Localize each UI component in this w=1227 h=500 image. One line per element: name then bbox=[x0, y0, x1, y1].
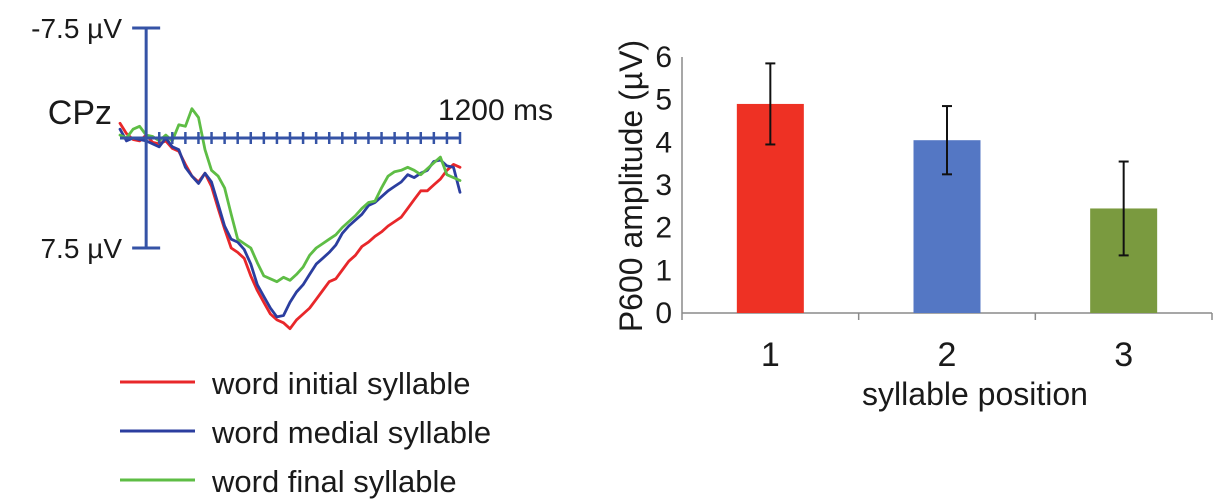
y-tick-label-6: 6 bbox=[655, 41, 672, 74]
y-tick-label-5: 5 bbox=[655, 84, 672, 117]
erp-legend: word initial syllable word medial syllab… bbox=[120, 366, 491, 499]
erp-x-end-label: 1200 ms bbox=[438, 94, 553, 127]
legend-label-final: word final syllable bbox=[211, 464, 457, 499]
bar-chart-panel: 0 1 2 3 4 5 6 1 2 3 syllable position P6… bbox=[613, 40, 1213, 412]
y-tick-label-4: 4 bbox=[655, 126, 672, 159]
bar-y-ticks: 0 1 2 3 4 5 6 bbox=[655, 41, 672, 330]
x-tick-label-3: 3 bbox=[1114, 336, 1133, 374]
erp-x-ticks bbox=[144, 132, 462, 144]
x-tick-label-1: 1 bbox=[761, 336, 780, 374]
erp-channel-label: CPz bbox=[48, 94, 112, 132]
erp-axes bbox=[120, 26, 462, 250]
erp-line-medial bbox=[118, 127, 462, 319]
erp-line-initial bbox=[118, 121, 462, 331]
y-tick-label-1: 1 bbox=[655, 254, 672, 287]
y-tick-label-0: 0 bbox=[655, 297, 672, 330]
bar-y-axis-title: P600 amplitude (µV) bbox=[613, 40, 649, 332]
erp-waveform-panel: -7.5 µV 7.5 µV CPz 1200 ms bbox=[31, 13, 553, 331]
legend-label-medial: word medial syllable bbox=[211, 415, 491, 450]
bar-x-ticks bbox=[681, 313, 1213, 320]
y-tick-label-3: 3 bbox=[655, 169, 672, 202]
erp-line-final bbox=[118, 107, 462, 284]
y-tick-label-2: 2 bbox=[655, 212, 672, 245]
legend-label-initial: word initial syllable bbox=[211, 366, 470, 401]
bars bbox=[736, 62, 1158, 313]
x-tick-label-2: 2 bbox=[938, 336, 957, 374]
erp-curves bbox=[118, 107, 462, 331]
erp-y-bottom-label: 7.5 µV bbox=[40, 233, 122, 264]
bar-x-axis-title: syllable position bbox=[862, 376, 1088, 412]
erp-y-top-label: -7.5 µV bbox=[31, 13, 122, 44]
bar-x-labels: 1 2 3 bbox=[761, 336, 1133, 374]
